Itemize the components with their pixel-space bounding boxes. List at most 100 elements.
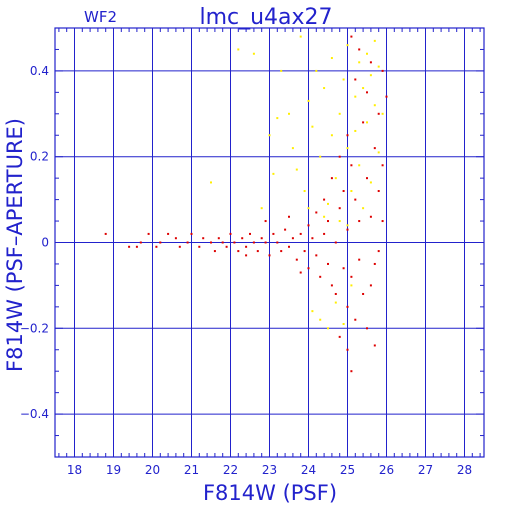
data-point xyxy=(272,232,275,235)
data-point xyxy=(323,87,326,90)
data-point xyxy=(381,220,384,223)
x-tick-label: 21 xyxy=(184,463,199,477)
y-tick-label: 0.4 xyxy=(30,64,49,78)
data-point xyxy=(366,91,368,94)
data-point xyxy=(369,74,372,77)
data-point xyxy=(385,95,388,98)
data-point xyxy=(350,275,353,278)
data-point xyxy=(307,224,310,227)
data-point xyxy=(210,241,212,244)
data-point xyxy=(373,344,376,347)
y-tick-label: −0.4 xyxy=(20,407,49,421)
plot-area: 18 19 20 21 22 23 24 25 26 27 28 0.4 0.2 0 −0.2 −0.4 xyxy=(20,27,485,477)
chart-subtitle: WF2 xyxy=(84,8,117,26)
data-point xyxy=(373,104,376,107)
data-point xyxy=(178,245,181,248)
data-point xyxy=(330,57,333,60)
data-point xyxy=(327,327,329,330)
data-point xyxy=(377,65,380,68)
data-point xyxy=(311,237,314,240)
data-point xyxy=(155,245,158,248)
data-point xyxy=(272,172,275,175)
data-point xyxy=(327,220,329,223)
x-tick-label: 19 xyxy=(106,463,121,477)
data-point xyxy=(342,323,345,326)
data-point xyxy=(346,305,349,308)
data-point xyxy=(256,250,259,253)
x-tick-label: 25 xyxy=(340,463,355,477)
data-point xyxy=(303,250,306,253)
data-point xyxy=(288,215,290,218)
data-point xyxy=(190,232,193,235)
data-point xyxy=(268,254,271,257)
y-tick-label: 0.2 xyxy=(30,150,49,164)
data-point xyxy=(338,220,341,223)
data-point xyxy=(307,207,310,210)
data-point xyxy=(128,245,131,248)
data-point xyxy=(342,267,345,270)
data-point xyxy=(299,232,302,235)
data-point xyxy=(319,275,322,278)
data-point xyxy=(237,250,240,253)
x-tick-label: 28 xyxy=(457,463,472,477)
data-point xyxy=(213,250,216,253)
data-point xyxy=(241,237,244,240)
data-point xyxy=(268,134,271,137)
data-point xyxy=(377,112,380,115)
data-point xyxy=(350,370,353,373)
data-point xyxy=(198,245,201,248)
data-point xyxy=(342,190,345,193)
data-point xyxy=(338,207,341,210)
data-point xyxy=(276,117,279,120)
data-point xyxy=(229,232,232,235)
data-point xyxy=(346,44,349,47)
data-point xyxy=(319,318,322,321)
data-point xyxy=(186,241,189,244)
data-point xyxy=(245,254,248,257)
data-point xyxy=(291,237,294,240)
data-point xyxy=(377,151,380,154)
data-point xyxy=(104,232,107,235)
data-point xyxy=(346,134,349,137)
data-point xyxy=(276,241,279,244)
data-point xyxy=(323,232,326,235)
data-point xyxy=(167,232,170,235)
data-point xyxy=(350,35,353,38)
data-point xyxy=(358,164,361,167)
data-point xyxy=(338,155,341,158)
data-point xyxy=(377,250,380,253)
data-point xyxy=(147,232,150,235)
data-point xyxy=(252,241,255,244)
x-tick-label: 24 xyxy=(301,463,316,477)
data-point xyxy=(288,112,290,115)
data-point xyxy=(358,220,361,223)
data-point xyxy=(210,181,212,184)
data-point xyxy=(381,112,384,115)
data-point xyxy=(323,198,326,201)
data-point xyxy=(330,284,333,287)
data-point xyxy=(217,237,220,240)
data-point xyxy=(366,177,368,180)
data-point xyxy=(225,245,228,248)
data-point xyxy=(354,78,357,81)
data-point xyxy=(295,168,298,171)
data-point xyxy=(330,177,333,180)
data-point xyxy=(299,35,302,38)
y-tick-label: −0.2 xyxy=(20,321,49,335)
data-point xyxy=(358,258,361,261)
data-point xyxy=(362,87,365,90)
data-point xyxy=(291,147,294,150)
data-point xyxy=(334,241,337,244)
data-point xyxy=(315,69,318,72)
data-point xyxy=(280,250,283,253)
data-point xyxy=(381,164,384,167)
x-tick-label: 27 xyxy=(418,463,433,477)
data-point xyxy=(369,284,372,287)
data-point xyxy=(174,237,177,240)
data-point xyxy=(159,241,162,244)
data-point xyxy=(319,155,322,158)
data-point xyxy=(284,228,287,231)
data-point xyxy=(315,211,318,214)
data-point xyxy=(260,207,263,210)
